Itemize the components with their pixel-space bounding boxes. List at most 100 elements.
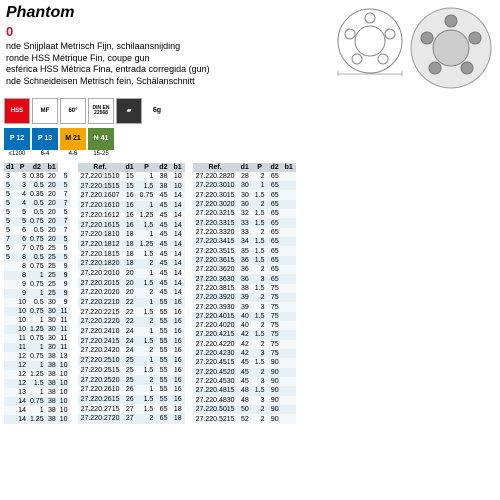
cell: 18 [170,404,184,414]
table-row: 1313810 [4,388,70,397]
cell: 3 [252,377,268,386]
col-header: Ref. [193,163,238,172]
cell: 55 [156,366,170,376]
cell: 1.5 [252,358,268,367]
cell: 27.220.2220 [78,317,123,327]
cell: 45 [156,278,170,288]
cell: 42 [238,330,252,339]
col-header: P [252,163,268,172]
table-row: 121.253810 [4,370,70,379]
cell: 0.75 [28,397,46,406]
cell: 27.220.2215 [78,307,123,317]
cell: 26 [123,385,137,395]
table-row: 27.220.3615361.565 [193,256,296,265]
cell [282,190,296,199]
cell [282,237,296,246]
cell: 1.5 [137,307,157,317]
cell: 65 [267,265,281,274]
cell: 10 [58,379,70,388]
badge: 60° [60,98,86,124]
cell: 5 [58,253,70,262]
badge: DIN EN 22568 [88,98,114,124]
cell: 27.220.2615 [78,395,123,405]
cell: 27.220.3815 [193,284,238,293]
table-row: 27.220.22202225516 [78,317,185,327]
cell: 0.75 [28,262,46,271]
cell: 1 [28,289,46,298]
cell: 1.5 [137,366,157,376]
cell: 27.220.5215 [193,414,238,423]
cell: 14 [170,288,184,298]
cell: 1 [28,361,46,370]
table-row: 120.753813 [4,352,70,361]
cell: 16 [170,366,184,376]
cell: 18 [123,249,137,259]
cell: 1.5 [252,386,268,395]
cell: 13 [16,388,28,397]
cell: 27.220.3320 [193,228,238,237]
col-header: P [137,163,157,172]
table-row: 27.220.453045390 [193,377,296,386]
cell: 20 [46,235,58,244]
table-row: 27.220.422042275 [193,340,296,349]
table-row: 141.253810 [4,415,70,424]
cell: 0.75 [28,244,46,253]
cell: 38 [46,352,58,361]
cell: 27.220.3920 [193,293,238,302]
cell: 0.75 [28,235,46,244]
cell: 27.220.4015 [193,312,238,321]
cell: 14 [16,397,28,406]
cell: 14 [16,406,28,415]
cell: 6 [16,226,28,235]
cell: 27.220.4815 [193,386,238,395]
cell: 2 [137,288,157,298]
cell [4,415,16,424]
cell [282,293,296,302]
cell: 27.220.2415 [78,336,123,346]
cell [282,302,296,311]
cell: 16 [170,317,184,327]
cell [4,361,16,370]
cell: 65 [267,190,281,199]
cell: 1.5 [252,312,268,321]
cell: 16 [170,336,184,346]
cell [4,388,16,397]
table-row: 27.220.1515151.53810 [78,181,185,191]
cell: 4 [16,190,28,199]
cell: 2 [252,200,268,209]
cell: 0.5 [28,226,46,235]
die-photo-icon [409,6,494,91]
cell: 3 [16,172,28,181]
cell: 33 [238,218,252,227]
cell: 45 [156,288,170,298]
col-header: b1 [46,163,58,172]
table-row: 27.220.4215421.575 [193,330,296,339]
cell: 13 [58,352,70,361]
cell: 27.220.1815 [78,249,123,259]
cell: 39 [238,302,252,311]
cell: 2 [252,228,268,237]
cell: 1 [137,230,157,240]
cell [282,200,296,209]
material-sub: ≤12006-44-615-25 [4,151,500,157]
cell: 20 [46,217,58,226]
cell: 9 [58,289,70,298]
cell: 1.5 [252,237,268,246]
cell: 27.220.5015 [193,405,238,414]
cell: 10 [58,415,70,424]
table-row: 27.220.2015201.54514 [78,278,185,288]
cell [282,414,296,423]
cell: 30 [46,316,58,325]
cell: 36 [238,265,252,274]
cell: 1.5 [252,190,268,199]
cell: 20 [123,269,137,279]
cell: 27.220.1810 [78,230,123,240]
cell: 0.75 [28,307,46,316]
table-row: 560.5207 [4,226,70,235]
table-row: 27.220.22102215516 [78,298,185,308]
data-tables: d1Pd2b1330.35205530.5205540.35207540.520… [4,163,496,424]
cell: 65 [267,218,281,227]
cell: 9 [16,289,28,298]
cell: 5 [58,172,70,181]
table-2: Ref.d1Pd2b127.220.1510151381027.220.1515… [78,163,185,424]
